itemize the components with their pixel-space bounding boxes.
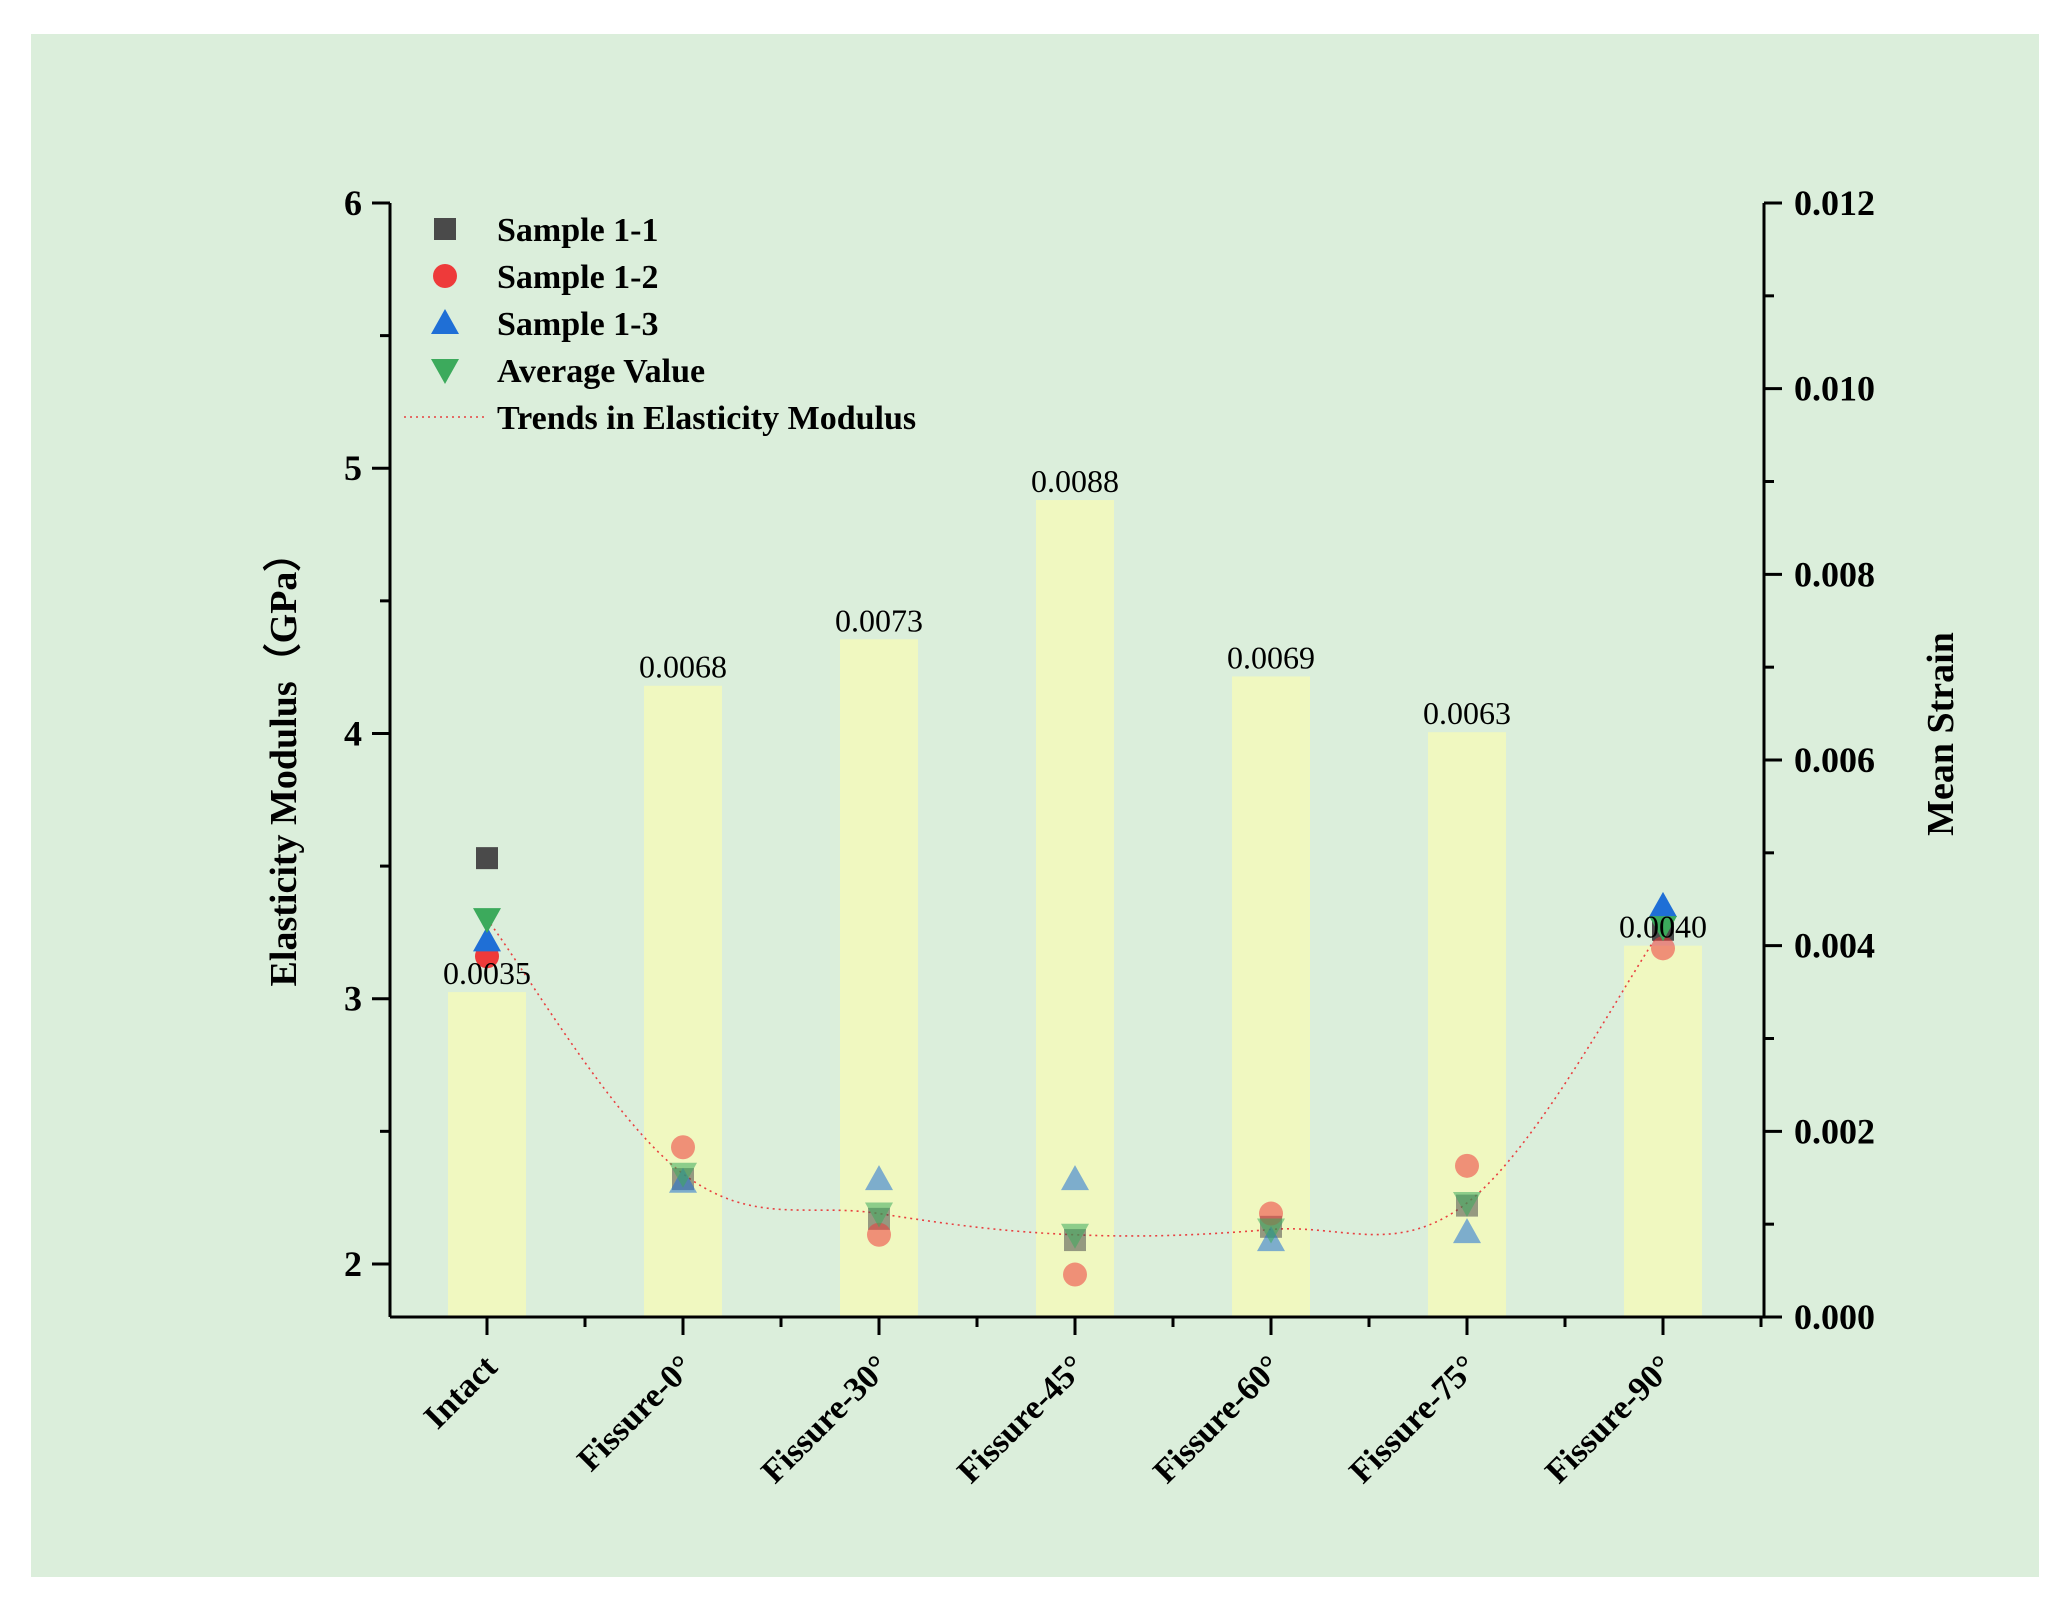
- y-right-tick-label: 0.004: [1794, 926, 1875, 966]
- labels-layer: 0.0035 0.0068 0.0073 0.0088 0.0069 0.0063 0.00…: [443, 463, 1707, 991]
- legend: Sample 1-1 Sample 1-2 Sample 1-3 Average Va…: [404, 212, 916, 437]
- strain-bar-label-2: 0.0073: [835, 602, 923, 638]
- legend-label-trend: Trends in Elasticity Modulus: [497, 400, 916, 437]
- strain-bar-label-4: 0.0069: [1227, 639, 1315, 675]
- y-right-tick-label: 0.012: [1794, 183, 1875, 223]
- chart-panel: 2 3 4 5 6 0.000 0.002 0.004 0.006 0.008 0.010 0.012…: [31, 34, 2039, 1577]
- bars-layer: [448, 500, 1702, 1318]
- legend-marker-3: [431, 359, 459, 384]
- y-right-tick-label: 0.010: [1794, 369, 1875, 409]
- legend-marker-0: [434, 218, 456, 240]
- y-right-tick-label: 0.000: [1794, 1297, 1875, 1337]
- point-3-0: [473, 908, 501, 934]
- point-1-6: [1651, 936, 1675, 961]
- legend-marker-1: [433, 264, 457, 288]
- x-tick-label-2: Fissure-30°: [754, 1348, 896, 1490]
- point-1-5: [1455, 1153, 1479, 1178]
- chart: 2 3 4 5 6 0.000 0.002 0.004 0.006 0.008 0.010 0.012…: [263, 183, 1962, 1491]
- point-3-1: [669, 1162, 697, 1188]
- y-right-tick-label: 0.006: [1794, 740, 1875, 780]
- y-left-axis-title: Elasticity Modulus（GPa）: [263, 534, 305, 987]
- point-1-1: [671, 1135, 695, 1160]
- strain-bar-0: [448, 992, 526, 1317]
- strain-bar-label-0: 0.0035: [443, 955, 531, 991]
- x-tick-label-3: Fissure-45°: [950, 1348, 1092, 1490]
- point-3-4: [1257, 1218, 1285, 1244]
- legend-label-2: Sample 1-3: [497, 306, 659, 343]
- x-tick-label-0: Intact: [417, 1348, 505, 1436]
- y-right-tick-label: 0.008: [1794, 554, 1875, 594]
- y-left-tick-label: 5: [344, 448, 362, 488]
- point-2-0: [473, 926, 501, 952]
- legend-marker-2: [431, 309, 459, 334]
- point-3-6: [1649, 916, 1677, 942]
- point-1-3: [1063, 1262, 1087, 1287]
- legend-label-3: Average Value: [497, 353, 705, 390]
- strain-bar-label-1: 0.0068: [639, 649, 727, 685]
- strain-bar-label-3: 0.0088: [1031, 463, 1119, 499]
- point-3-2: [865, 1202, 893, 1228]
- y-left-tick-label: 4: [344, 713, 362, 753]
- legend-label-0: Sample 1-1: [497, 212, 659, 249]
- x-tick-label-5: Fissure-75°: [1342, 1348, 1484, 1490]
- strain-bar-1: [644, 685, 722, 1317]
- legend-label-1: Sample 1-2: [497, 259, 659, 296]
- y-left-tick-label: 6: [344, 183, 362, 223]
- point-3-5: [1453, 1191, 1481, 1217]
- point-1-2: [867, 1222, 891, 1247]
- point-2-3: [1061, 1165, 1089, 1191]
- points-layer: [473, 847, 1677, 1287]
- strain-bar-6: [1624, 945, 1702, 1317]
- y-left-tick-label: 3: [344, 979, 362, 1019]
- x-tick-label-1: Fissure-0°: [570, 1348, 700, 1478]
- point-2-2: [865, 1165, 893, 1191]
- strain-bar-label-5: 0.0063: [1423, 695, 1511, 731]
- strain-bar-3: [1036, 500, 1114, 1318]
- y-right-tick-label: 0.002: [1794, 1111, 1875, 1151]
- y-left-tick-label: 2: [344, 1244, 362, 1284]
- strain-bar-label-6: 0.0040: [1619, 909, 1707, 945]
- y-right-axis-title: Mean Strain: [1920, 632, 1962, 836]
- point-0-0: [476, 847, 498, 870]
- point-2-6: [1649, 891, 1677, 917]
- x-tick-label-4: Fissure-60°: [1146, 1348, 1288, 1490]
- point-2-5: [1453, 1218, 1481, 1244]
- point-3-3: [1061, 1223, 1089, 1249]
- x-tick-label-6: Fissure-90°: [1538, 1348, 1680, 1490]
